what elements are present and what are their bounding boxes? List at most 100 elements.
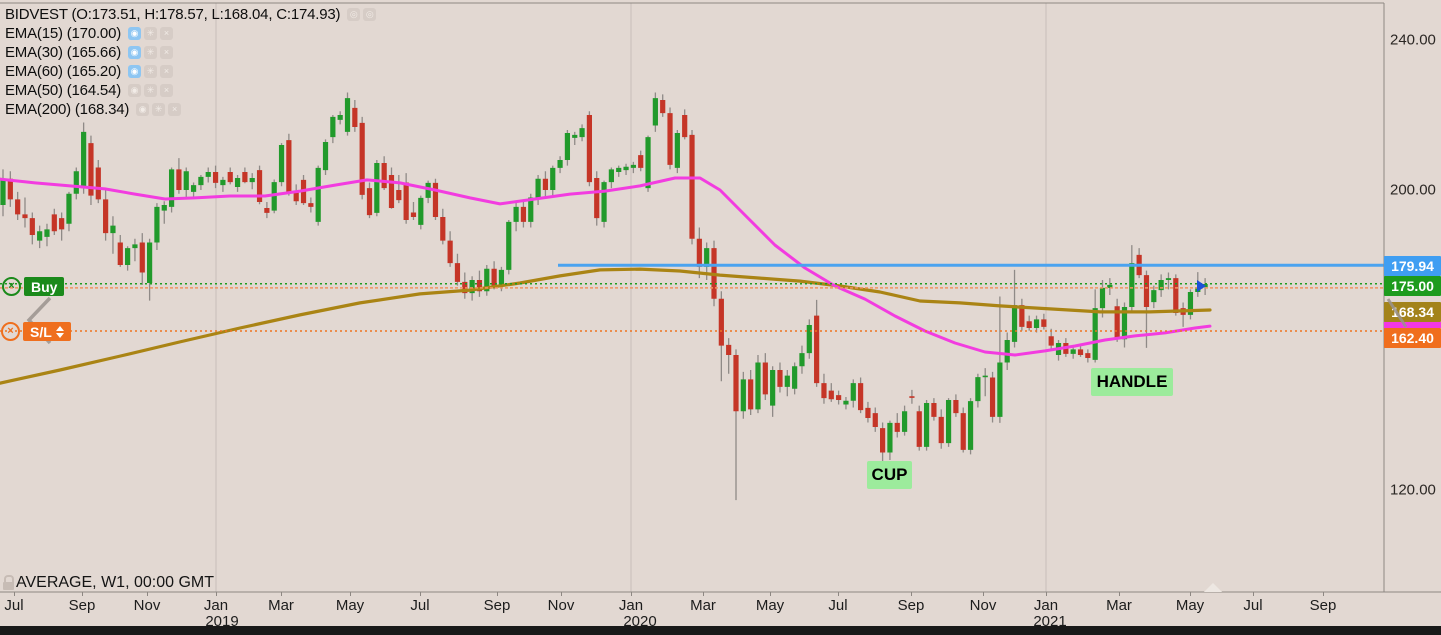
candle-up — [674, 133, 680, 168]
settings-gear-icon[interactable]: ✳ — [152, 103, 166, 116]
chart-properties-icon[interactable]: ◎ — [347, 8, 361, 21]
remove-indicator-icon[interactable]: × — [160, 27, 174, 40]
candle-down — [491, 268, 497, 286]
time-tick — [1253, 592, 1254, 596]
visibility-eye-icon[interactable]: ◉ — [128, 84, 142, 97]
stop-loss-badge[interactable]: S/L — [23, 322, 71, 341]
remove-indicator-icon[interactable]: × — [160, 65, 174, 78]
candle-up — [704, 248, 710, 267]
candle-down — [989, 377, 996, 417]
candle-up — [557, 160, 563, 168]
candle-up — [249, 178, 255, 183]
candle-up — [154, 206, 160, 243]
remove-indicator-icon[interactable]: × — [160, 46, 174, 59]
month-label: Sep — [1309, 597, 1337, 614]
candle-down — [264, 208, 270, 213]
candle-up — [425, 182, 431, 198]
close-order-icon[interactable]: × — [2, 277, 21, 296]
buy-order-row[interactable]: × Buy — [2, 277, 65, 296]
time-tick — [420, 592, 421, 596]
candle-down — [733, 355, 739, 412]
settings-gear-icon[interactable]: ✳ — [144, 46, 158, 59]
candle-down — [1048, 336, 1054, 346]
candle-down — [667, 113, 673, 165]
candle-down — [726, 344, 732, 355]
visibility-eye-icon[interactable]: ◉ — [128, 46, 142, 59]
candle-down — [828, 390, 834, 400]
candle-down — [1143, 275, 1150, 307]
indicator-row: EMA(60) (165.20) ◉ ✳ × — [5, 62, 376, 81]
candle-down — [256, 170, 263, 202]
candle-down — [880, 428, 886, 453]
month-label: Nov — [133, 597, 161, 614]
time-tick — [983, 592, 984, 596]
visibility-eye-icon[interactable]: ◉ — [136, 103, 150, 116]
month-label: Mar — [690, 597, 716, 614]
candle-up — [645, 137, 651, 189]
candle-up — [37, 231, 43, 241]
candle-up — [1107, 284, 1113, 288]
ema-fast-line[interactable] — [0, 176, 1212, 357]
arrow-down-icon[interactable] — [55, 332, 64, 338]
time-tick — [216, 592, 217, 596]
candle-down — [403, 182, 409, 220]
candle-up — [792, 366, 798, 389]
visibility-eye-icon[interactable]: ◉ — [128, 27, 142, 40]
candle-down — [1026, 321, 1032, 328]
price-pointer-arrow — [1197, 280, 1206, 292]
stop-adjust-arrows[interactable] — [55, 325, 64, 338]
remove-indicator-icon[interactable]: × — [160, 84, 174, 97]
ema-200-line[interactable] — [0, 267, 1212, 385]
candle-down — [366, 188, 373, 216]
settings-gear-icon[interactable]: ✳ — [144, 84, 158, 97]
settings-gear-icon[interactable]: ✳ — [144, 65, 158, 78]
candle-up — [315, 167, 321, 222]
candle-up — [330, 116, 336, 138]
candle-up — [564, 133, 571, 160]
candle-down — [227, 172, 233, 183]
candle-down — [139, 242, 145, 273]
candle-down — [95, 167, 101, 200]
handle-annotation[interactable]: HANDLE — [1091, 368, 1173, 396]
month-label: Nov — [969, 597, 997, 614]
time-tick — [147, 592, 148, 596]
month-label: May — [1175, 597, 1205, 614]
candle-down — [381, 163, 387, 189]
candle-up — [484, 268, 490, 292]
visibility-eye-icon[interactable]: ◉ — [128, 65, 142, 78]
candle-up — [1070, 349, 1076, 354]
candle-up — [44, 229, 50, 237]
month-label: May — [755, 597, 785, 614]
candle-up — [73, 171, 79, 194]
chart-settings-icon[interactable]: ◎ — [363, 8, 377, 21]
candle-down — [454, 263, 461, 282]
stop-loss-row[interactable]: × S/L — [1, 322, 71, 341]
candle-down — [396, 190, 402, 201]
settings-gear-icon[interactable]: ✳ — [144, 27, 158, 40]
time-tick — [911, 592, 912, 596]
arrow-up-icon[interactable] — [55, 325, 64, 331]
cup-annotation[interactable]: CUP — [867, 461, 912, 489]
remove-indicator-icon[interactable]: × — [168, 103, 182, 116]
candle-down — [1019, 305, 1025, 327]
candle-up — [110, 225, 116, 234]
lock-icon[interactable] — [3, 575, 14, 590]
candle-down — [858, 383, 864, 411]
candle-up — [322, 142, 329, 171]
time-tick — [770, 592, 771, 596]
candle-down — [594, 178, 600, 219]
candle-down — [308, 203, 314, 207]
candle-up — [81, 131, 87, 189]
price-badge: 162.40 — [1384, 328, 1441, 348]
buy-order-badge[interactable]: Buy — [24, 277, 65, 296]
candle-down — [440, 217, 446, 241]
close-stop-icon[interactable]: × — [1, 322, 20, 341]
candle-down — [286, 140, 292, 192]
candle-down — [894, 422, 900, 432]
symbol-ohlc-row: BIDVEST (O:173.51, H:178.57, L:168.04, C… — [5, 5, 377, 24]
candle-up — [168, 169, 175, 207]
time-tick — [497, 592, 498, 596]
candle-up — [535, 178, 541, 198]
candle-up — [923, 403, 930, 447]
